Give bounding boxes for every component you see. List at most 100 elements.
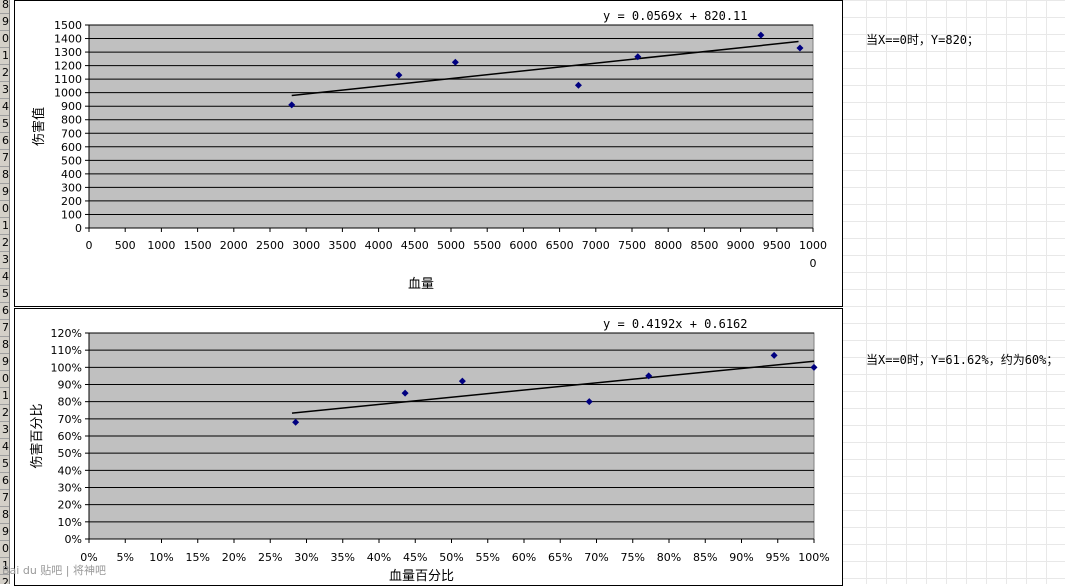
x-tick-label: 95%: [766, 551, 790, 564]
row-header[interactable]: 9: [0, 353, 9, 371]
row-header[interactable]: 2: [0, 574, 9, 584]
y-tick-label: 40%: [58, 464, 82, 477]
data-point: [451, 58, 459, 66]
row-header[interactable]: 4: [0, 268, 9, 286]
row-header[interactable]: 8: [0, 506, 9, 524]
row-header[interactable]: 7: [0, 489, 9, 507]
x-tick-label: 7000: [582, 239, 610, 252]
data-point: [574, 81, 582, 89]
y-tick-label: 1100: [54, 73, 82, 86]
x-tick-label: 85%: [693, 551, 717, 564]
x-tick-label: 45%: [403, 551, 427, 564]
x-axis-title: 血量: [408, 277, 434, 292]
row-header[interactable]: 9: [0, 13, 9, 31]
row-header[interactable]: 9: [0, 523, 9, 541]
row-header[interactable]: 1: [0, 47, 9, 65]
row-header[interactable]: 3: [0, 81, 9, 99]
row-header[interactable]: 1: [0, 217, 9, 235]
sheet-row-line: [841, 340, 1065, 341]
sheet-row-line: [841, 561, 1065, 562]
x-tick-label: 5000: [437, 239, 465, 252]
row-header[interactable]: 8: [0, 166, 9, 184]
sheet-row-line: [841, 51, 1065, 52]
x-tick-label: 35%: [331, 551, 355, 564]
x-tick-label: 40%: [367, 551, 391, 564]
x-tick-label: 2500: [256, 239, 284, 252]
chart-hp-pct-vs-damage-pct[interactable]: 0% 10% 20% 30% 40% 50% 60% 70% 80% 90% 100% 110% 120…: [14, 308, 843, 586]
y-tick-label: 600: [61, 141, 82, 154]
x-tick-label: 15%: [186, 551, 210, 564]
sheet-row-line: [841, 255, 1065, 256]
y-tick-label: 1300: [54, 46, 82, 59]
sheet-row-line: [841, 408, 1065, 409]
row-header[interactable]: 0: [0, 200, 9, 218]
sheet-row-line: [841, 578, 1065, 579]
row-header[interactable]: 4: [0, 438, 9, 456]
sheet-col-line: [1006, 0, 1007, 584]
row-header[interactable]: 7: [0, 149, 9, 167]
y-tick-label: 100: [61, 208, 82, 221]
x-tick-label: 5500: [473, 239, 501, 252]
sheet-row-line: [841, 170, 1065, 171]
row-header[interactable]: 5: [0, 455, 9, 473]
x-tick-label: 25%: [258, 551, 282, 564]
y-tick-label: 120%: [51, 327, 82, 340]
sheet-row-line: [841, 425, 1065, 426]
row-header[interactable]: 2: [0, 234, 9, 252]
row-header[interactable]: 4: [0, 98, 9, 116]
sheet-row-line: [841, 442, 1065, 443]
y-tick-label: 10%: [58, 516, 82, 529]
y-tick-label: 90%: [58, 379, 82, 392]
data-point: [401, 389, 409, 397]
x-tick-label: 80%: [657, 551, 681, 564]
chart-hp-pct-vs-damage-pct-svg: 0% 10% 20% 30% 40% 50% 60% 70% 80% 90% 100% 110% 120…: [29, 317, 830, 584]
row-header[interactable]: 0: [0, 540, 9, 558]
sheet-row-line: [841, 17, 1065, 18]
plot-area: [88, 24, 814, 229]
row-header[interactable]: 1: [0, 557, 9, 575]
row-header[interactable]: 0: [0, 370, 9, 388]
row-header[interactable]: 8: [0, 336, 9, 354]
cell-note-2[interactable]: 当X==0时，Y=61.62%，约为60%；: [866, 353, 1059, 367]
row-header[interactable]: 9: [0, 183, 9, 201]
x-tick-label: 1500: [184, 239, 212, 252]
row-header[interactable]: 7: [0, 319, 9, 337]
row-header[interactable]: 8: [0, 0, 9, 14]
sheet-row-line: [841, 119, 1065, 120]
y-tick-label: 200: [61, 195, 82, 208]
sheet-row-line: [841, 323, 1065, 324]
trendline-equation: y = 0.4192x + 0.6162: [603, 317, 748, 331]
chart-hp-vs-damage[interactable]: 0 100 200 300 400 500 600 700 800 900 1000 1100 1200…: [14, 0, 843, 307]
sheet-col-line: [926, 0, 927, 584]
y-tick-label: 60%: [58, 430, 82, 443]
sheet-row-line: [841, 476, 1065, 477]
x-tick-label: 1000: [147, 239, 175, 252]
row-header[interactable]: 6: [0, 132, 9, 150]
sheet-row-line: [841, 68, 1065, 69]
row-header[interactable]: 1: [0, 387, 9, 405]
data-point: [770, 351, 778, 359]
data-point: [292, 418, 300, 426]
x-tick-label: 3500: [328, 239, 356, 252]
y-tick-label: 20%: [58, 499, 82, 512]
trendline: [291, 40, 799, 97]
row-header[interactable]: 0: [0, 30, 9, 48]
row-header[interactable]: 2: [0, 64, 9, 82]
row-header[interactable]: 2: [0, 404, 9, 422]
row-header[interactable]: 5: [0, 115, 9, 133]
y-tick-label: 30%: [58, 482, 82, 495]
x-tick-label: 2000: [220, 239, 248, 252]
row-header[interactable]: 3: [0, 251, 9, 269]
sheet-row-line: [841, 357, 1065, 358]
data-point: [796, 44, 804, 52]
row-header[interactable]: 6: [0, 302, 9, 320]
y-axis-title: 伤害百分比: [29, 403, 45, 468]
row-header[interactable]: 3: [0, 421, 9, 439]
cell-note-1[interactable]: 当X==0时，Y=820；: [866, 33, 980, 47]
data-point: [288, 101, 296, 109]
row-header[interactable]: 5: [0, 285, 9, 303]
y-tick-label: 1200: [54, 60, 82, 73]
sheet-row-line: [841, 272, 1065, 273]
sheet-col-line: [946, 0, 947, 584]
row-header[interactable]: 6: [0, 472, 9, 490]
